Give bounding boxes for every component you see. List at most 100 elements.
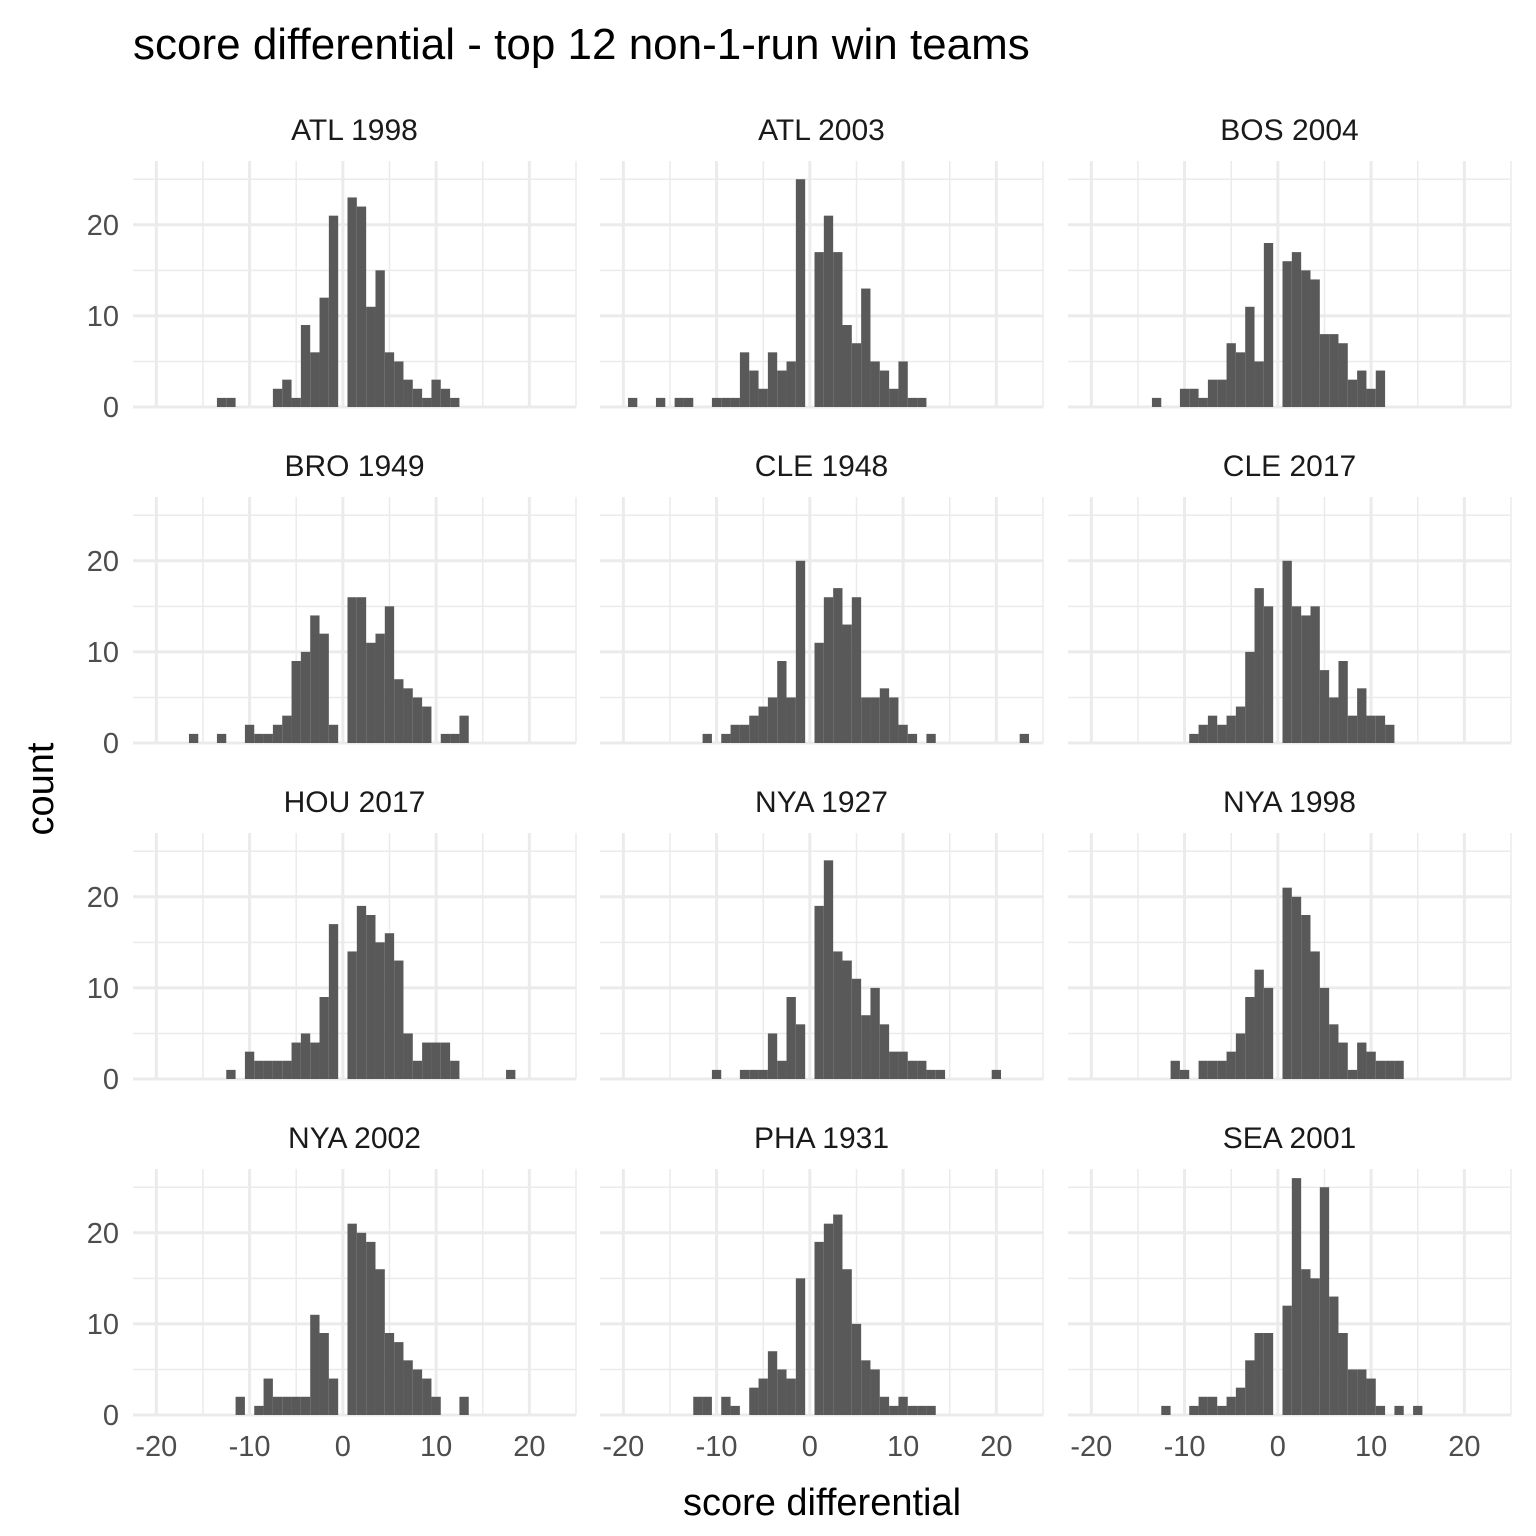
histogram-bar	[721, 1396, 731, 1415]
histogram-bar	[777, 661, 787, 743]
histogram-bar	[328, 1378, 339, 1415]
histogram-bar	[739, 352, 750, 407]
histogram-bar	[917, 1405, 927, 1415]
histogram-bar	[1179, 1069, 1190, 1079]
histogram-bar	[674, 397, 684, 407]
histogram-bar	[422, 1378, 432, 1415]
histogram-bar	[1170, 1060, 1180, 1079]
histogram-bar	[758, 388, 768, 407]
histogram-bar	[767, 1033, 778, 1079]
histogram-bar	[1385, 1060, 1395, 1079]
histogram-bar	[394, 361, 404, 407]
facet-strip-label: CLE 1948	[755, 450, 888, 483]
y-tick-label: 0	[103, 1400, 119, 1432]
facet-strip-label: SEA 2001	[1223, 1122, 1356, 1155]
histogram-bar	[1189, 1405, 1199, 1415]
histogram-bar	[412, 1369, 423, 1415]
histogram-bar	[310, 352, 320, 407]
histogram-bar	[366, 306, 376, 407]
histogram-bar	[907, 1405, 918, 1415]
histogram-bar	[683, 397, 694, 407]
facet-panel: PHA 1931	[600, 1122, 1044, 1417]
histogram-bar	[1245, 997, 1255, 1079]
histogram-bar	[1217, 1060, 1227, 1079]
histogram-bar	[1291, 252, 1302, 407]
histogram-bar	[1217, 724, 1227, 743]
histogram-bar	[310, 615, 320, 743]
facet-strip-label: NYA 2002	[288, 1122, 421, 1155]
histogram-bar	[347, 1223, 357, 1415]
histogram-bar	[786, 697, 796, 743]
histogram-bar	[1217, 1405, 1227, 1415]
histogram-bar	[627, 397, 638, 407]
y-tick-label: 20	[87, 546, 119, 578]
histogram-bar	[1226, 1051, 1236, 1079]
histogram-bar	[282, 715, 292, 743]
histogram-bar	[739, 1069, 750, 1079]
histogram-bar	[739, 724, 750, 743]
histogram-bar	[842, 624, 852, 743]
histogram-bar	[898, 1396, 908, 1415]
facet-panel: ATL 1998	[133, 114, 577, 409]
histogram-bar	[450, 1060, 460, 1079]
histogram-bar	[749, 715, 759, 743]
histogram-bar	[1347, 715, 1358, 743]
histogram-bar	[1226, 1396, 1236, 1415]
histogram-bar	[272, 1060, 283, 1079]
histogram-bar	[926, 1405, 936, 1415]
histogram-bar	[403, 1033, 413, 1079]
histogram-bar	[823, 215, 834, 407]
histogram-bar	[889, 1405, 899, 1415]
histogram-bar	[1413, 1405, 1423, 1415]
y-tick-label: 10	[87, 1309, 119, 1341]
histogram-bar	[1207, 1396, 1218, 1415]
histogram-bar	[384, 1333, 395, 1415]
histogram-bar	[375, 270, 385, 407]
histogram-bar	[1357, 370, 1367, 407]
histogram-bar	[870, 697, 880, 743]
histogram-bar	[1347, 1369, 1358, 1415]
histogram-bar	[300, 1396, 311, 1415]
histogram-bar	[861, 1360, 871, 1415]
facet-panel: CLE 2017	[1068, 450, 1512, 745]
histogram-bar	[823, 597, 834, 743]
histogram-bar	[412, 388, 423, 407]
histogram-bar	[870, 361, 880, 407]
histogram-bar	[1207, 1060, 1218, 1079]
histogram-bar	[254, 1060, 264, 1079]
histogram-bar	[440, 733, 451, 743]
histogram-bar	[282, 1060, 292, 1079]
histogram-bar	[702, 733, 712, 743]
histogram-bar	[823, 860, 834, 1079]
y-tick-label: 0	[103, 1064, 119, 1096]
histogram-bar	[1189, 733, 1199, 743]
x-tick-label: -10	[229, 1431, 271, 1463]
histogram-bar	[244, 1051, 255, 1079]
facet-panel: HOU 2017	[133, 786, 577, 1081]
histogram-bar	[366, 1241, 376, 1415]
histogram-bar	[1375, 1405, 1386, 1415]
histogram-bar	[767, 1351, 778, 1415]
histogram-bar	[702, 1396, 712, 1415]
histogram-bar	[1347, 1069, 1358, 1079]
histogram-bar	[898, 361, 908, 407]
histogram-bar	[375, 633, 385, 743]
histogram-bar	[328, 724, 339, 743]
histogram-bar	[1235, 1387, 1246, 1415]
histogram-bar	[814, 1241, 824, 1415]
histogram-bar	[861, 288, 871, 407]
histogram-bar	[870, 987, 880, 1079]
histogram-bar	[749, 1387, 759, 1415]
histogram-bar	[767, 352, 778, 407]
histogram-bar	[795, 1024, 806, 1079]
histogram-bar	[842, 960, 852, 1079]
x-axes: -20 -10 0 10 20 -20 -10 0 10 20 -20 -10 0 10 20	[135, 1431, 1480, 1463]
histogram-bar	[758, 1069, 768, 1079]
histogram-bar	[226, 397, 236, 407]
histogram-bar	[898, 724, 908, 743]
histogram-bar	[1329, 697, 1339, 743]
histogram-bar	[1338, 1042, 1348, 1079]
histogram-bar	[347, 597, 357, 743]
histogram-bar	[833, 252, 843, 407]
histogram-bar	[291, 661, 301, 743]
